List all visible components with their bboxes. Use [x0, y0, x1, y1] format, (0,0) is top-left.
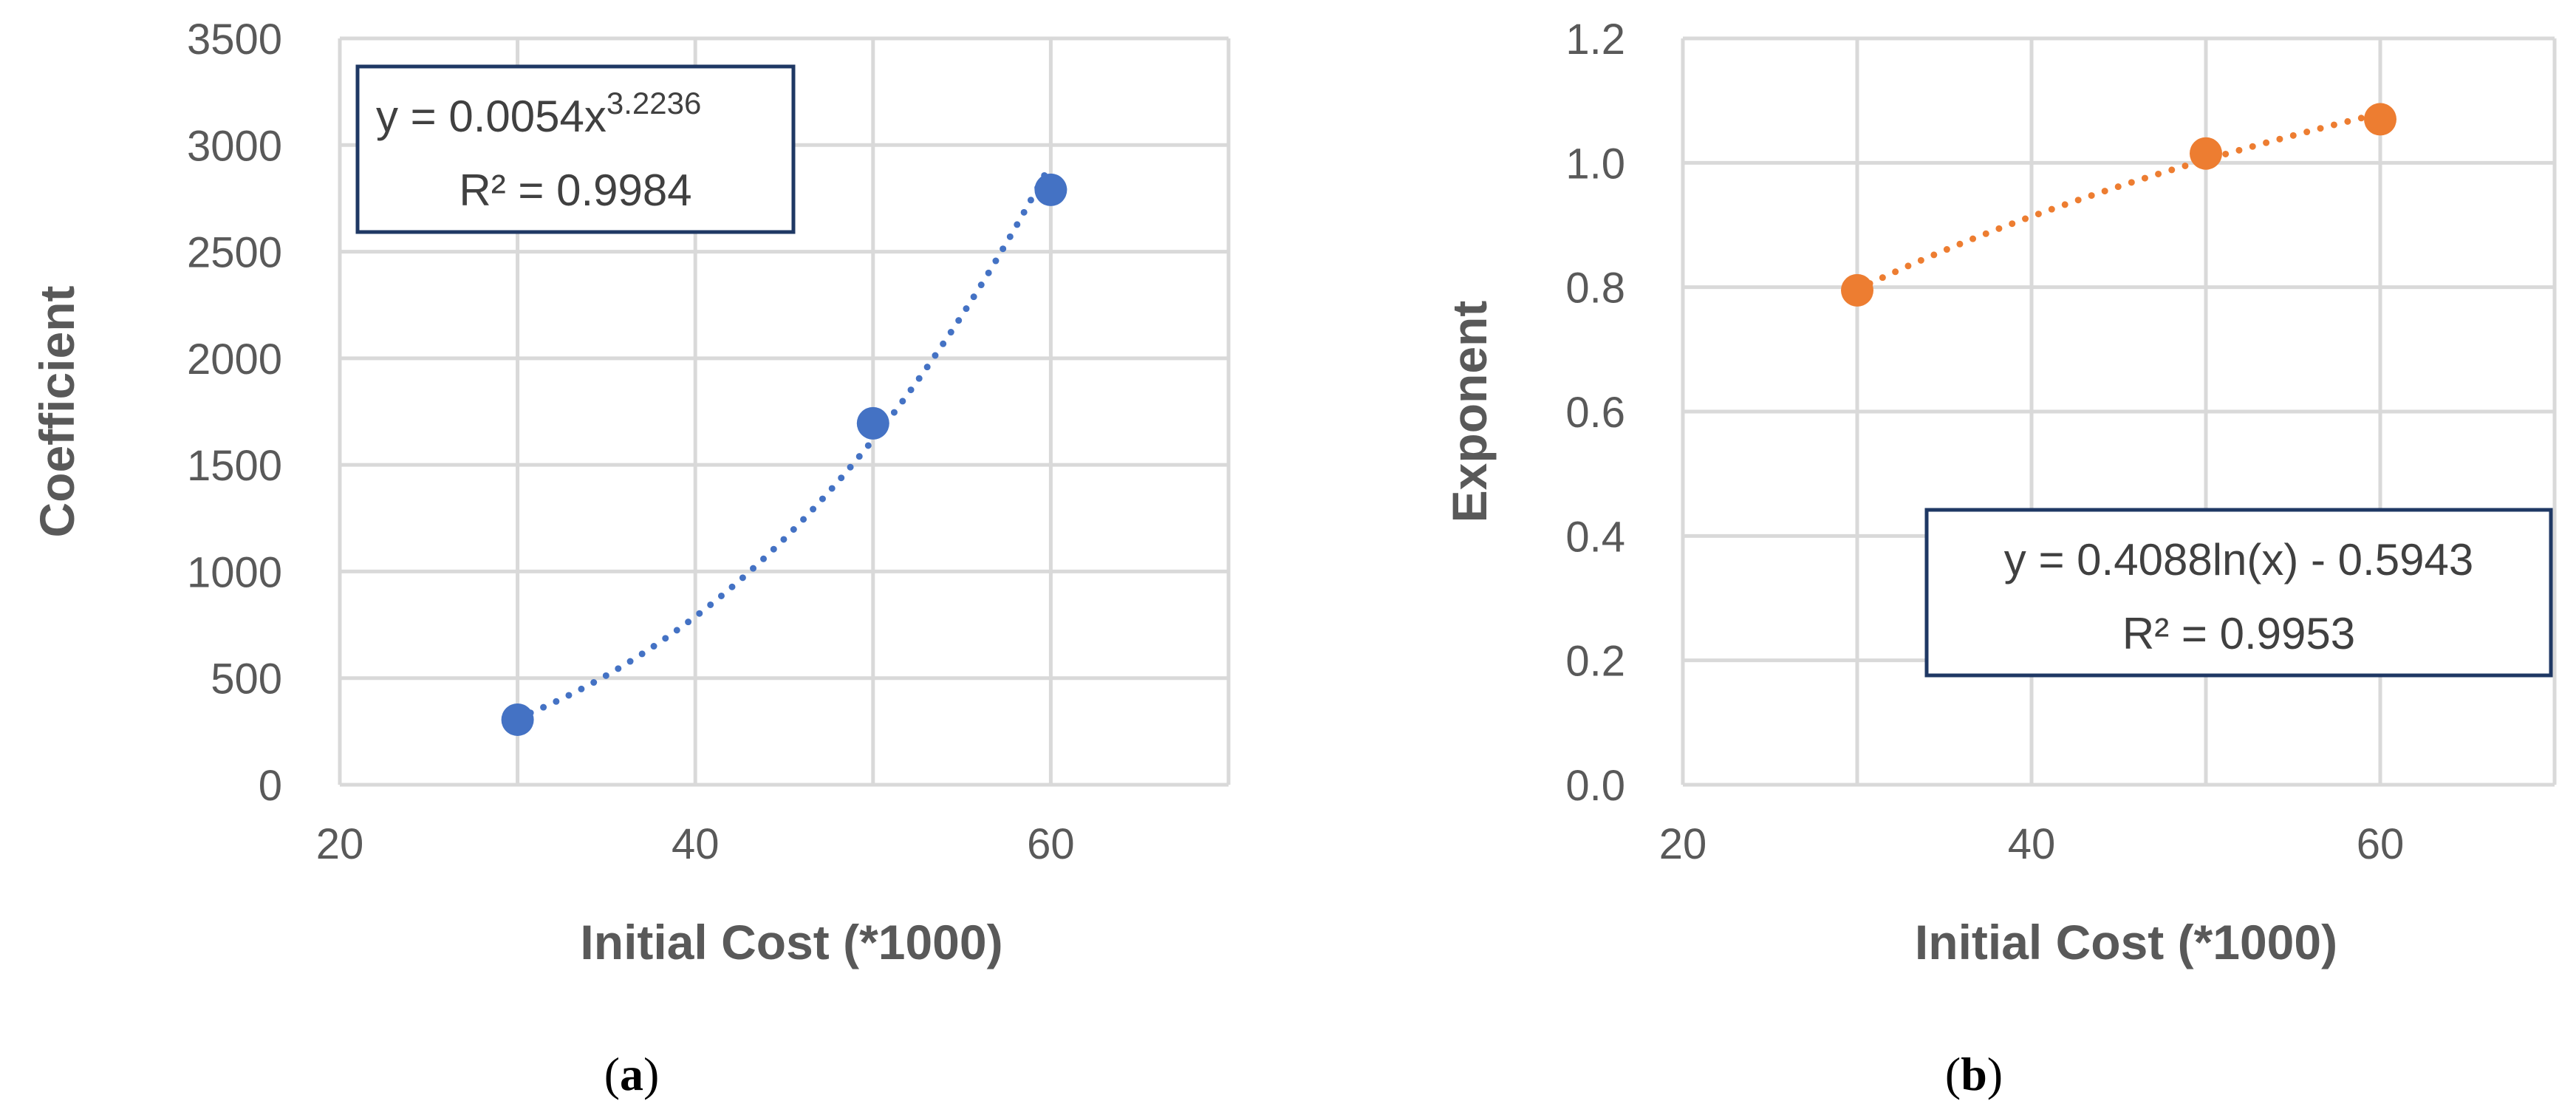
trendline — [514, 160, 1054, 722]
panel-label-letter: b — [1961, 1048, 1987, 1100]
x-tick-label: 40 — [2008, 820, 2056, 868]
data-point — [856, 406, 889, 440]
equation-exponent: 3.2236 — [607, 86, 701, 120]
x-tick-label: 60 — [2357, 820, 2405, 868]
x-tick-label: 20 — [316, 820, 364, 868]
panel-label-open-paren: ( — [1945, 1048, 1961, 1100]
y-tick-label: 1500 — [187, 442, 282, 490]
panel-label-letter: a — [620, 1048, 643, 1100]
y-tick-label: 1000 — [187, 548, 282, 596]
r-squared-label: R² = 0.9953 — [2122, 609, 2355, 658]
y-axis-title: Coefficient — [30, 285, 84, 537]
x-axis-title: Initial Cost (*1000) — [1915, 915, 2337, 969]
data-point — [1034, 173, 1067, 206]
y-tick-label: 2000 — [187, 335, 282, 384]
panel-label: (a) — [604, 1048, 660, 1100]
data-point — [1841, 273, 1873, 307]
y-tick-label: 0.8 — [1565, 265, 1625, 313]
y-tick-label: 0.0 — [1565, 762, 1625, 810]
y-tick-label: 2500 — [187, 229, 282, 277]
x-tick-label: 20 — [1659, 820, 1707, 868]
y-tick-label: 1.0 — [1565, 140, 1625, 188]
x-axis-title: Initial Cost (*1000) — [580, 915, 1002, 969]
trendline-equation: y = 0.4088ln(x) - 0.5943 — [2004, 535, 2473, 584]
trendline — [1854, 109, 2384, 293]
y-tick-label: 0.2 — [1565, 638, 1625, 686]
y-tick-label: 1.2 — [1565, 16, 1625, 64]
y-tick-label: 0 — [259, 762, 282, 810]
y-tick-label: 0.6 — [1565, 389, 1625, 437]
x-tick-label: 60 — [1027, 820, 1075, 868]
chart-b-exponent: 0.0 0.2 0.4 0.6 0.8 1.0 1.2 20 40 60 y = 0.4088ln(… — [1442, 16, 2557, 1100]
y-tick-label: 500 — [211, 655, 282, 703]
data-point — [2364, 103, 2396, 136]
chart-a-coefficient: 0 500 1000 1500 2000 2500 3000 3500 20 40 60 y = 0.… — [30, 16, 1231, 1100]
equation-box — [355, 64, 796, 234]
data-point — [501, 703, 534, 736]
equation-base: y = 0.0054x — [376, 92, 607, 141]
panel-label-close-paren: ) — [1987, 1048, 2003, 1100]
y-axis-title: Exponent — [1442, 301, 1497, 523]
y-tick-label: 3500 — [187, 16, 282, 64]
y-tick-label: 3000 — [187, 122, 282, 170]
x-tick-label: 40 — [672, 820, 720, 868]
y-tick-label: 0.4 — [1565, 513, 1625, 561]
panel-label: (b) — [1945, 1048, 2003, 1100]
panel-label-open-paren: ( — [604, 1048, 620, 1100]
trendline-equation: y = 0.0054x3.2236 — [376, 86, 701, 141]
panel-label-close-paren: ) — [643, 1048, 659, 1100]
data-point — [2190, 137, 2222, 170]
r-squared-label: R² = 0.9984 — [459, 166, 691, 215]
equation-box — [1924, 508, 2553, 678]
